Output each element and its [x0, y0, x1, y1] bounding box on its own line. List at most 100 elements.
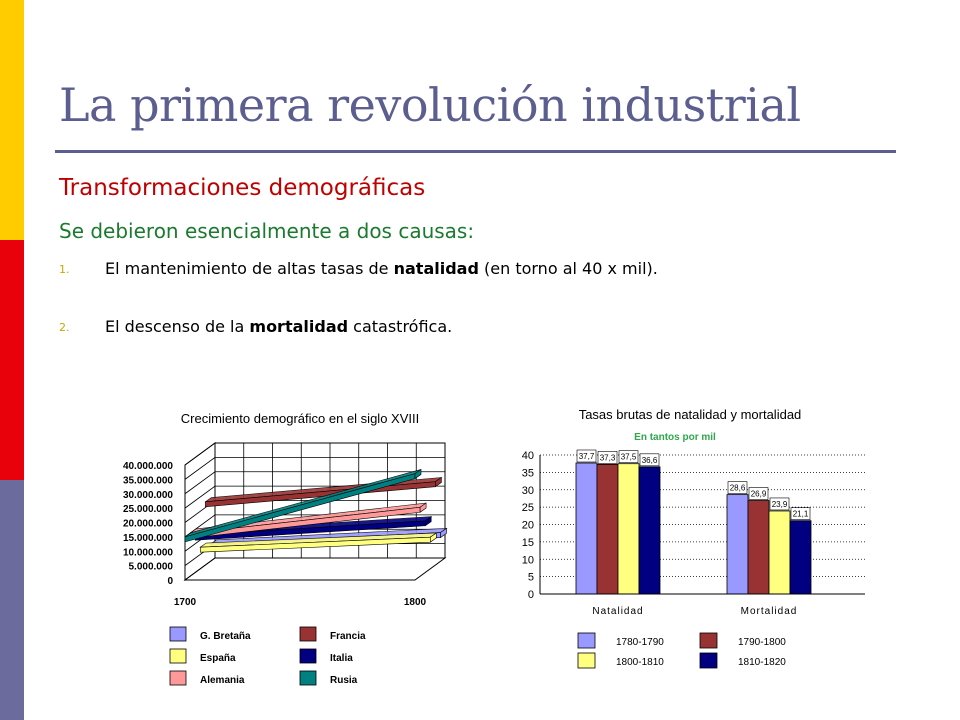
ribbon-end [429, 532, 437, 543]
floor [183, 557, 447, 581]
legend-item: Alemania [169, 670, 245, 686]
accent-band-purple [0, 480, 24, 720]
y-tick-label: 5 [528, 572, 534, 584]
bar-1810-1820-mortalidad [789, 520, 812, 595]
y-tick-label: 40.000.000 [123, 461, 173, 472]
data-label-box [639, 453, 660, 467]
legend-swatch [299, 648, 317, 664]
list-item-keyword: mortalidad [249, 317, 349, 336]
y-tick-label: 5.000.000 [129, 562, 174, 573]
chart-subtitle: En tantos por mil [634, 432, 716, 443]
legend-item: Italia [299, 648, 353, 664]
bar-1810-1820-natalidad [638, 466, 661, 595]
series-rusia [184, 468, 422, 543]
legend-swatch [577, 652, 596, 669]
bars-group: 37,7 37,3 37,5 36,6 28,6 26,9 23,9 21,1 [575, 449, 812, 595]
gridline [184, 557, 445, 581]
legend-item: Francia [299, 626, 366, 642]
legend-swatch [169, 670, 187, 686]
bar-1780-1790-mortalidad [726, 494, 749, 595]
legend-label: 1800-1810 [616, 657, 664, 668]
list-item-keyword: natalidad [393, 259, 479, 278]
slide-intro: Se debieron esencialmente a dos causas: [59, 219, 475, 243]
ribbon-end [419, 502, 427, 513]
y-tick-label: 20.000.000 [123, 519, 173, 530]
data-label: 37,7 [579, 452, 595, 461]
x-tick-label: 1800 [404, 597, 427, 608]
x-axis-ticks: Natalidad Mortalidad [540, 593, 865, 617]
ribbon-end [424, 515, 432, 527]
x-axis-ticks: 1700 1800 [174, 597, 427, 608]
legend-label: Rusia [330, 675, 358, 686]
x-tick-label: 1700 [174, 597, 197, 608]
data-label: 28,6 [730, 484, 746, 493]
legend-item: 1780-1790 [577, 632, 664, 649]
population-growth-chart: Crecimiento demográfico en el siglo XVII… [123, 411, 448, 686]
legend-label: 1790-1800 [738, 637, 786, 648]
y-tick-label: 10.000.000 [123, 547, 173, 558]
data-label: 37,3 [600, 453, 616, 462]
data-label: 23,9 [772, 500, 788, 509]
legend-swatch [699, 652, 718, 669]
legend-label: Italia [330, 653, 353, 664]
y-tick-label: 30 [522, 485, 534, 497]
x-tick-label: Natalidad [592, 606, 643, 617]
legend-label: España [200, 653, 236, 664]
slide-title: La primera revolución industrial [59, 78, 801, 132]
gridline [184, 442, 445, 466]
list-item-text-pre: El mantenimiento de altas tasas de [105, 259, 394, 278]
legend-label: Alemania [200, 675, 245, 686]
legend-swatch [169, 626, 187, 642]
chart-legend: 1780-1790 1790-1800 1800-1810 1810-1820 [577, 632, 786, 669]
legend-label: Francia [330, 631, 366, 642]
legend-swatch [577, 632, 596, 649]
slide-subtitle: Transformaciones demográficas [59, 175, 426, 201]
list-item-text-post: catastrófica. [348, 317, 453, 336]
data-label: 37,5 [621, 453, 637, 462]
list-item-text-post: (en torno al 40 x mil). [478, 259, 658, 278]
accent-band-red [0, 240, 24, 480]
legend-label: 1780-1790 [616, 637, 664, 648]
y-tick-label: 0 [167, 576, 173, 587]
data-label-box [597, 451, 618, 464]
ribbon-end [435, 476, 442, 488]
legend-item: 1810-1820 [699, 652, 786, 669]
bar-1800-1810-natalidad [617, 463, 640, 595]
list-item-text: El mantenimiento de altas tasas de natal… [105, 257, 805, 280]
bar-1790-1800-natalidad [596, 463, 619, 595]
gridline [184, 471, 445, 495]
y-tick-label: 15.000.000 [123, 533, 173, 544]
y-tick-label: 25.000.000 [123, 504, 173, 515]
birth-death-rates-chart: Tasas brutas de natalidad y mortalidad E… [522, 407, 865, 669]
legend-item: G. Bretaña [169, 626, 251, 642]
legend-item: España [169, 648, 236, 664]
chart-legend: G. Bretaña Francia España Italia Alemania Rus… [169, 626, 366, 686]
gridline [184, 456, 445, 480]
series-alemania [189, 502, 427, 539]
y-tick-label: 40 [522, 450, 534, 462]
accent-band-yellow [0, 0, 24, 240]
legend-swatch [299, 670, 317, 686]
list-item-number: 2. [59, 321, 70, 334]
data-label-box [769, 497, 790, 511]
data-label-box [576, 449, 597, 463]
legend-swatch [699, 632, 718, 649]
bar-1780-1790-natalidad [575, 462, 598, 595]
ribbon-end [440, 527, 447, 539]
y-axis-ticks: 0 5 10 15 20 25 30 35 40 [522, 450, 534, 601]
legend-label: 1810-1820 [738, 657, 786, 668]
legend-item: 1800-1810 [577, 652, 664, 669]
y-axis-ticks: 0 5.000.000 10.000.000 15.000.000 20.000.000… [123, 461, 174, 587]
ribbon-end [414, 468, 422, 480]
y-tick-label: 10 [522, 554, 534, 566]
y-tick-label: 30.000.000 [123, 490, 173, 501]
y-tick-label: 35.000.000 [123, 475, 173, 486]
bar-1790-1800-mortalidad [747, 500, 770, 595]
list-item-text-pre: El descenso de la [105, 317, 250, 336]
legend-swatch [299, 626, 317, 642]
series-group [184, 468, 448, 553]
bar-1800-1810-mortalidad [768, 510, 791, 595]
title-divider [55, 150, 896, 153]
data-label: 21,1 [793, 510, 809, 519]
data-label-box [618, 450, 639, 463]
